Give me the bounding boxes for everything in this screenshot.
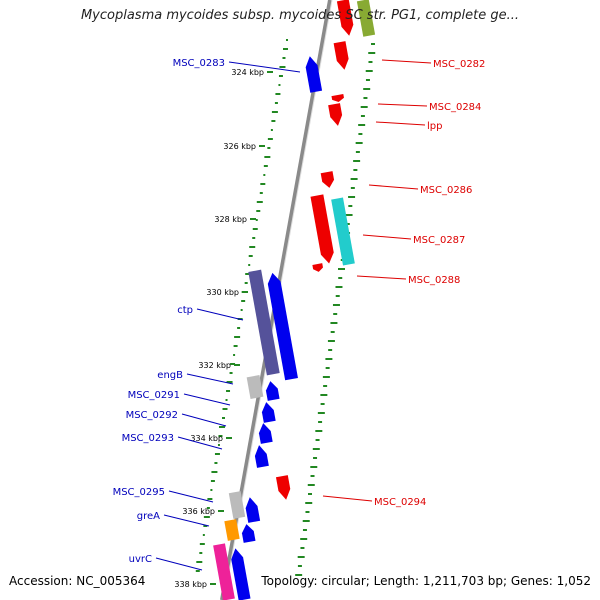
feature-block-orange: [224, 519, 240, 541]
gene-arrow-forward: [333, 41, 349, 70]
gene-label: engB: [157, 370, 183, 381]
scale-tick-label: 330 kbp: [206, 288, 239, 297]
scale-tick-label: 332 kbp: [198, 361, 231, 370]
gene-arrow-reverse: [267, 272, 298, 381]
gene-arrow-reverse: [305, 56, 323, 93]
label-leader-line: [155, 557, 203, 571]
gene-arrow-reverse: [265, 381, 280, 401]
scale-tick-label: 326 kbp: [223, 142, 256, 151]
feature-blocks: [213, 0, 376, 600]
label-leader-line: [381, 59, 432, 64]
gene-arrow-forward: [312, 263, 323, 272]
label-leader-line: [196, 308, 244, 321]
gene-arrow-reverse: [245, 497, 261, 523]
gene-label: MSC_0292: [126, 410, 178, 421]
gene-label: MSC_0287: [413, 235, 465, 246]
label-leader-line: [322, 495, 373, 502]
gc-skew-dots: [195, 39, 376, 576]
label-leader-line: [375, 121, 426, 126]
gene-label: MSC_0294: [374, 497, 426, 508]
gene-arrows: [231, 0, 354, 600]
label-leader-line: [183, 393, 231, 406]
scale-tick-label: 338 kbp: [174, 580, 207, 589]
gene-arrow-reverse: [231, 548, 251, 600]
gene-label: MSC_0284: [429, 102, 481, 113]
topology-text: Topology: circular; Length: 1,211,703 bp…: [261, 574, 591, 588]
scale-tick-label: 328 kbp: [214, 215, 247, 224]
gene-arrow-forward: [328, 103, 343, 126]
label-leader-line: [356, 275, 407, 280]
map-title: Mycoplasma mycoides subsp. mycoides SC s…: [80, 8, 520, 23]
label-leader-line: [163, 514, 210, 527]
gene-label: MSC_0282: [433, 59, 485, 70]
accession-text: Accession: NC_005364: [9, 574, 146, 588]
label-leader-line: [186, 373, 234, 385]
gene-label: MSC_0288: [408, 275, 460, 286]
gene-arrow-forward: [320, 171, 335, 188]
gene-arrow-reverse: [241, 524, 256, 543]
label-leader-line: [228, 61, 301, 73]
feature-block-purple: [248, 269, 280, 376]
gene-label: uvrC: [129, 554, 152, 565]
label-leader-line: [377, 103, 428, 107]
label-leader-line: [181, 413, 227, 427]
gene-label: greA: [137, 511, 160, 522]
gene-label: MSC_0286: [420, 185, 472, 196]
gene-arrow-reverse: [254, 445, 269, 468]
gene-arrow-forward: [331, 93, 344, 102]
gene-arrow-forward: [336, 0, 354, 36]
feature-block-grey: [246, 375, 264, 399]
gene-label: lpp: [427, 121, 442, 132]
gene-arrow-reverse: [261, 402, 276, 423]
label-leader-line: [177, 436, 223, 450]
scale-tick-label: 334 kbp: [190, 434, 223, 443]
gene-arrow-forward: [275, 475, 291, 500]
label-leader-line: [362, 234, 412, 240]
gene-label: MSC_0283: [173, 58, 225, 69]
gene-label: ctp: [177, 305, 193, 316]
feature-block-magenta: [213, 543, 235, 600]
scale-tick-label: 324 kbp: [231, 68, 264, 77]
feature-block-cyan: [331, 197, 355, 266]
label-leader-line: [168, 490, 214, 503]
gene-label: MSC_0295: [113, 487, 165, 498]
scale-tick-label: 336 kbp: [182, 507, 215, 516]
feature-block-grey: [228, 491, 246, 519]
gene-arrow-forward: [310, 194, 334, 264]
gene-arrow-reverse: [258, 423, 273, 444]
feature-block-olive: [356, 0, 376, 37]
label-leader-line: [368, 184, 419, 190]
scale-ticks: 324 kbp 326 kbp 328 kbp 330 kbp 332 kbp 334 k…: [174, 68, 273, 589]
gene-label: MSC_0293: [122, 433, 174, 444]
gene-label: MSC_0291: [128, 390, 180, 401]
